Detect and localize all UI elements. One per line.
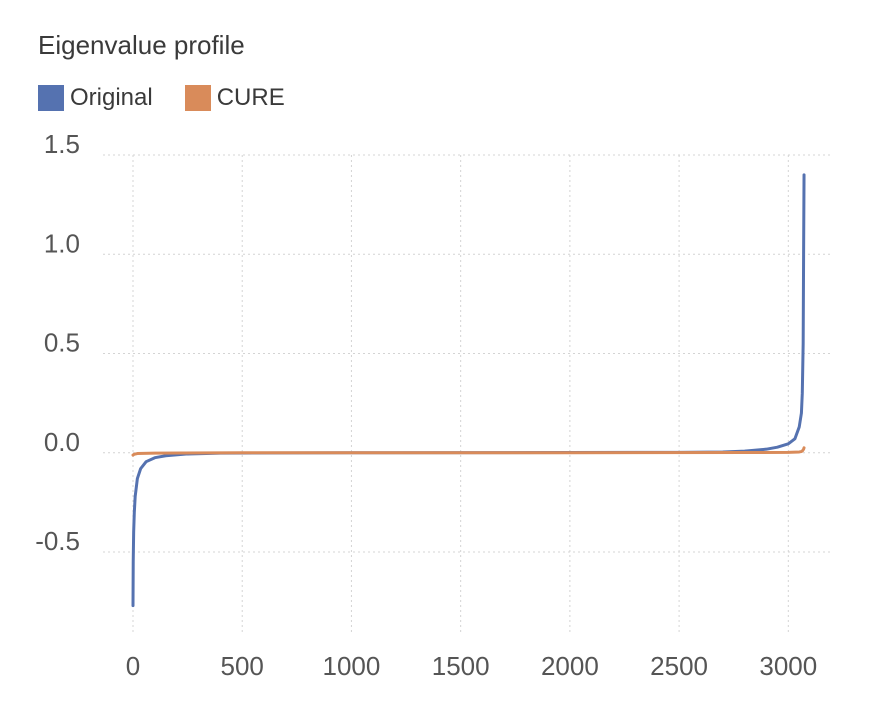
legend: Original CURE xyxy=(38,84,317,112)
x-tick-labels: 0 500 1000 1500 2000 2500 3000 xyxy=(126,651,817,681)
x-tick-label: 500 xyxy=(221,651,264,681)
y-tick-label: 0.0 xyxy=(44,427,80,457)
legend-swatch-original xyxy=(38,85,64,111)
x-tick-label: 3000 xyxy=(759,651,817,681)
legend-swatch-cure xyxy=(184,85,211,111)
gridlines xyxy=(103,154,832,632)
x-tick-label: 2500 xyxy=(650,651,708,681)
y-tick-labels: 1.5 1.0 0.5 0.0 -0.5 xyxy=(35,129,80,556)
x-tick-label: 0 xyxy=(126,651,140,681)
y-tick-label: 1.0 xyxy=(44,228,80,258)
y-tick-label: 0.5 xyxy=(44,328,80,358)
series-line-cure xyxy=(131,446,806,457)
legend-label-original: Original xyxy=(70,84,153,111)
legend-item-original[interactable]: Original xyxy=(38,84,153,112)
legend-label-cure: CURE xyxy=(216,84,285,111)
x-tick-label: 2000 xyxy=(541,651,599,681)
y-tick-label: 1.5 xyxy=(44,129,80,159)
series-line-original xyxy=(131,173,806,608)
legend-item-cure[interactable]: CURE xyxy=(184,84,285,112)
x-tick-label: 1500 xyxy=(432,651,490,681)
x-tick-label: 1000 xyxy=(323,651,381,681)
series-lines xyxy=(131,173,806,608)
y-tick-label: -0.5 xyxy=(35,526,80,556)
chart-title: Eigenvalue profile xyxy=(38,30,245,60)
